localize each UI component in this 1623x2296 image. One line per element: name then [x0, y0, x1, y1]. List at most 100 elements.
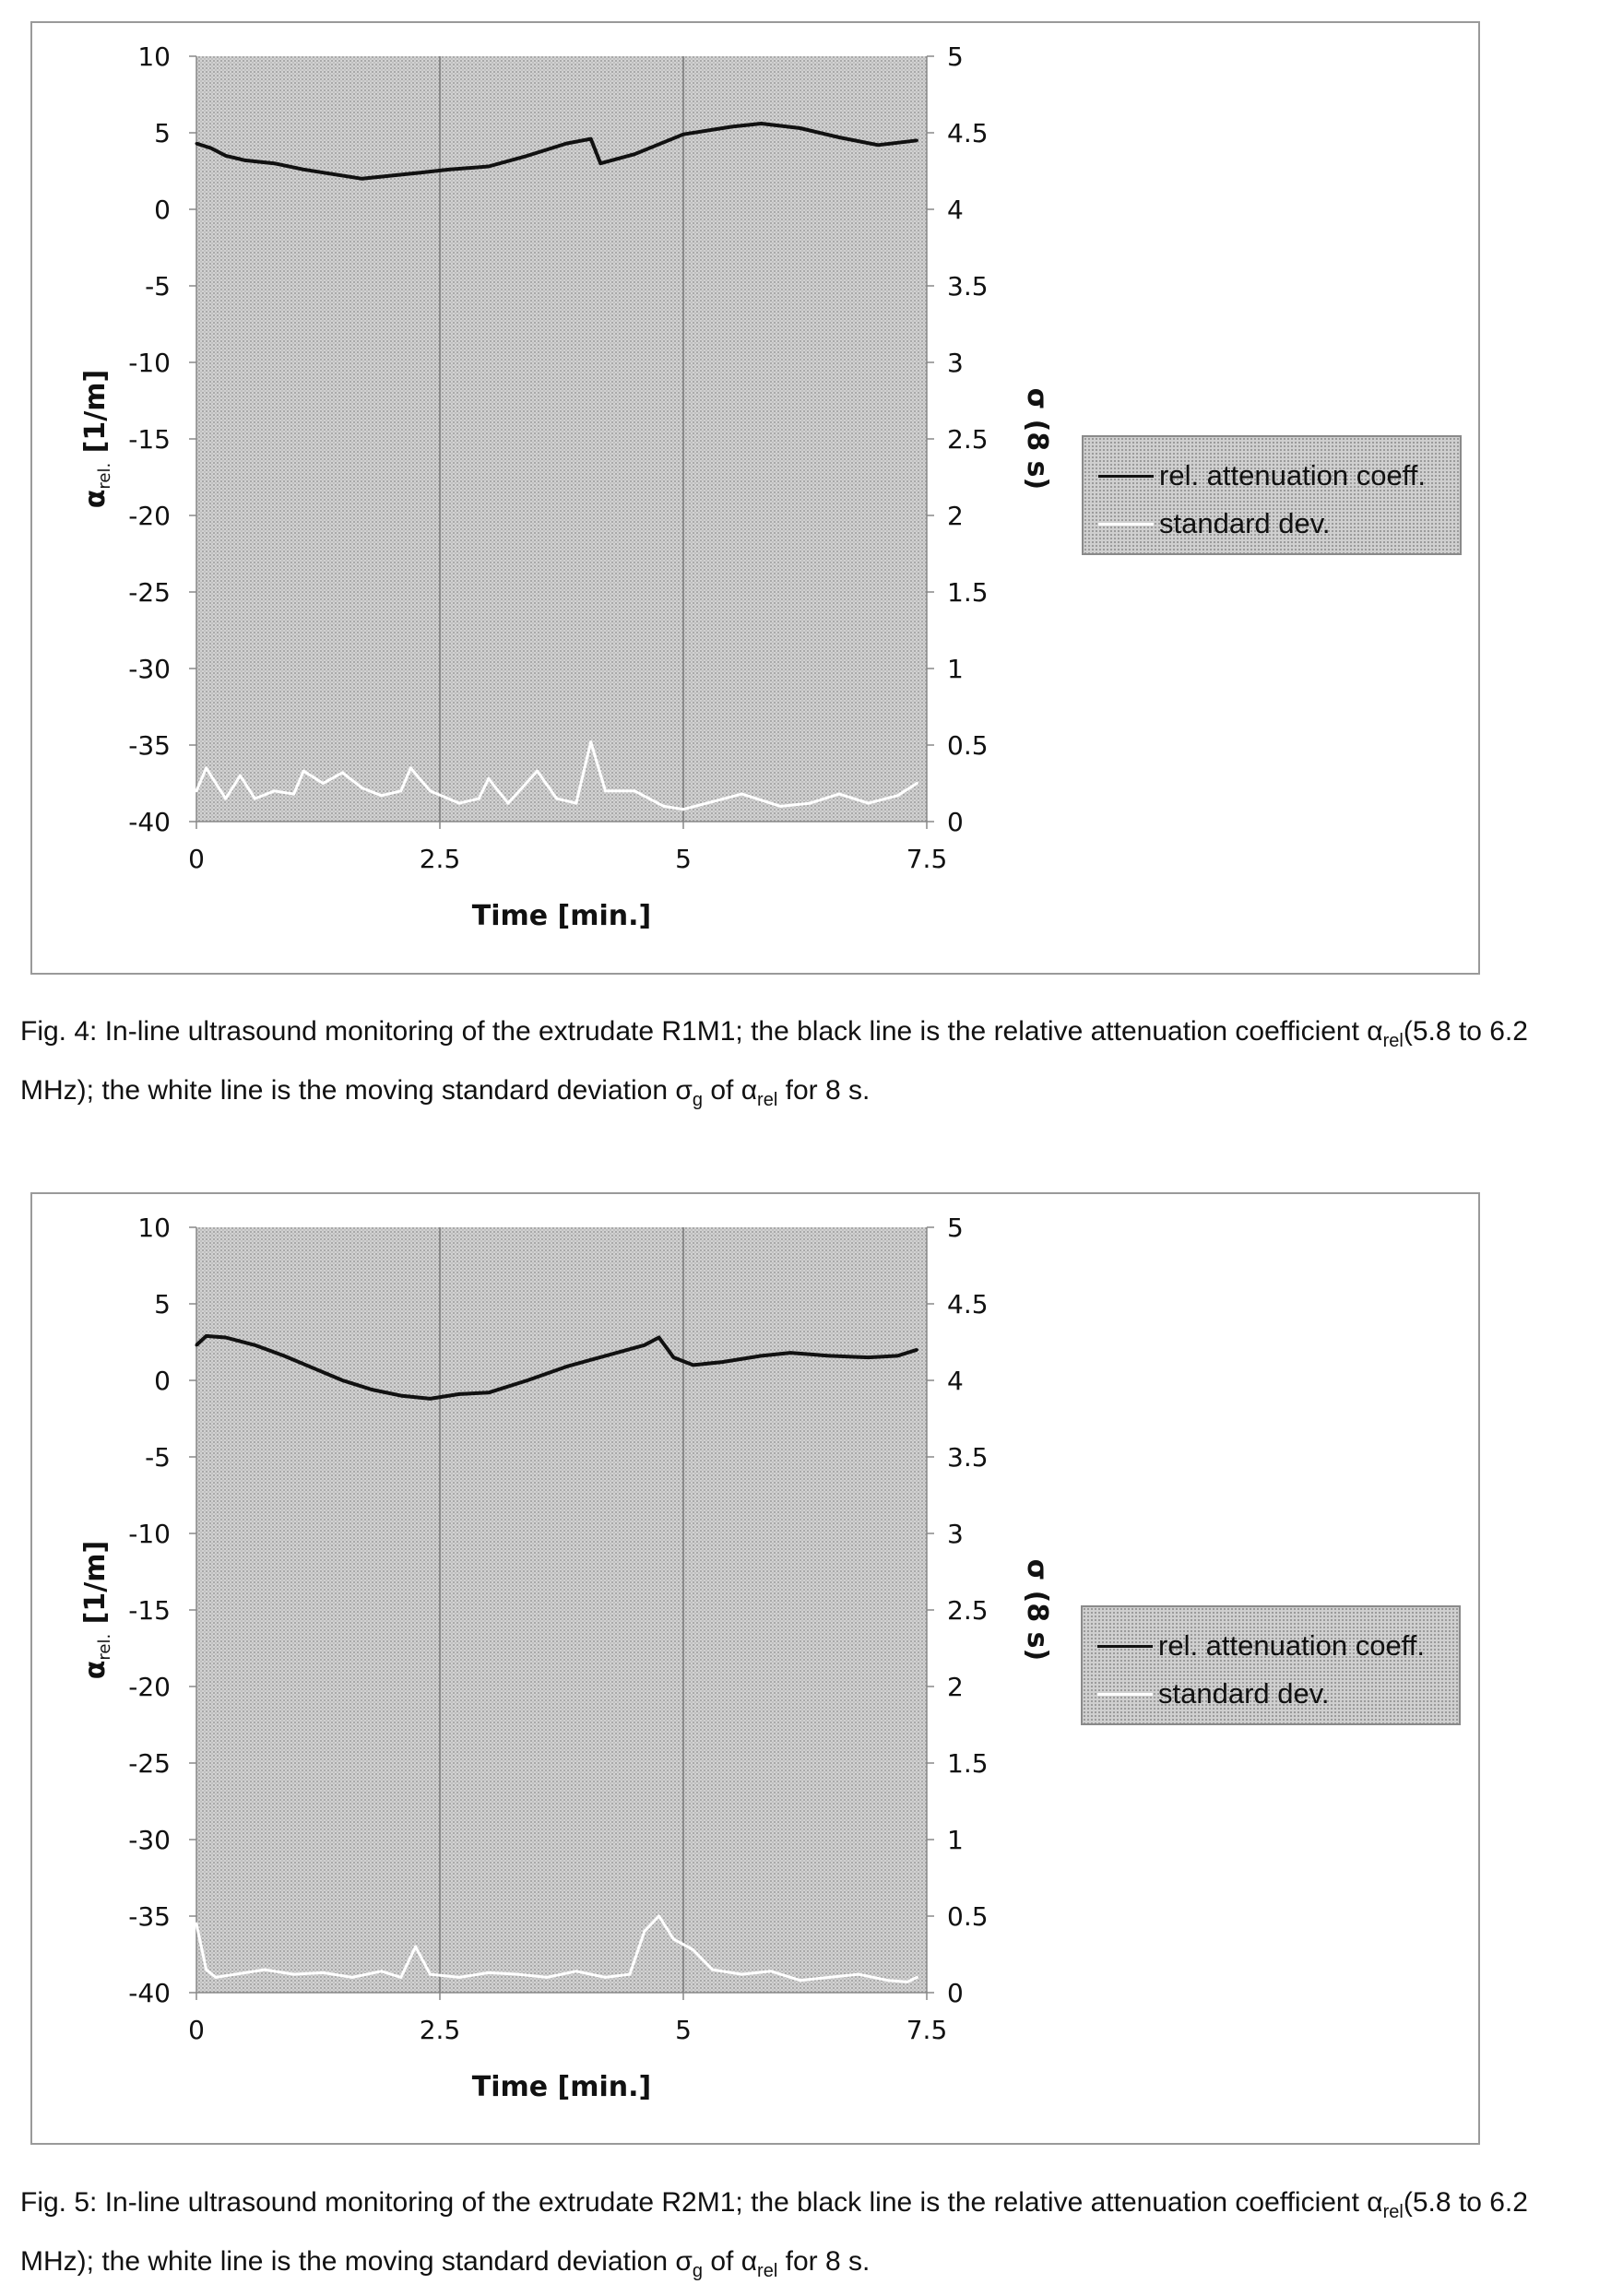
data-point-std-dev: [545, 1975, 549, 1979]
figure-4-frame: 10 5 0 -5 -10 -15 -20 -25 -30 -35 -40 5 4.5 4 3.5 3 2.5 2…: [30, 21, 1480, 975]
data-point-attenuation: [487, 165, 491, 169]
left-tick-label: -30: [128, 654, 171, 684]
data-point-attenuation: [282, 1354, 286, 1357]
right-tick-label: 2: [947, 501, 964, 531]
y-axis-title-left: αrel. [1/m]: [79, 1541, 114, 1679]
legend-swatch-white: [1098, 522, 1154, 526]
data-point-attenuation: [895, 1354, 899, 1357]
data-point-attenuation: [681, 133, 685, 136]
data-point-std-dev: [409, 766, 412, 770]
caption-5-middle: (5.8 to 6.2 MHz); the white line is the …: [20, 2187, 1528, 2277]
data-point-std-dev: [253, 797, 256, 800]
chart-figure-5: 1050-5-10-15-20-25-30-35-4054.543.532.52…: [79, 1213, 1053, 2103]
data-point-std-dev: [205, 766, 208, 770]
data-point-attenuation: [253, 1343, 256, 1347]
data-point-std-dev: [361, 786, 364, 789]
y-axis-title-left-unit: [1/m]: [79, 370, 112, 463]
legend-label-std-dev: standard dev.: [1158, 1677, 1330, 1710]
data-point-attenuation: [205, 1334, 208, 1338]
x-tick-label: 0: [188, 2015, 205, 2045]
data-point-std-dev: [779, 804, 783, 808]
series-line-std-dev: [195, 1914, 918, 1983]
data-point-std-dev: [214, 782, 218, 785]
data-point-std-dev: [740, 792, 743, 796]
data-point-std-dev: [575, 1970, 578, 1973]
data-point-attenuation: [867, 1355, 871, 1359]
data-point-std-dev: [340, 771, 344, 775]
legend-swatch-white: [1097, 1692, 1153, 1696]
data-point-attenuation: [243, 159, 247, 162]
data-point-attenuation: [730, 124, 734, 128]
data-point-attenuation: [720, 1360, 724, 1364]
data-point-std-dev: [292, 1972, 296, 1976]
data-point-std-dev: [711, 1968, 715, 1971]
right-tick-label: 3: [947, 348, 964, 378]
data-point-attenuation: [457, 1392, 461, 1396]
data-point-std-dev: [604, 789, 608, 793]
left-tick-label: -5: [145, 271, 171, 302]
caption-5-sub1: rel: [1382, 2202, 1404, 2222]
data-point-std-dev: [662, 804, 666, 808]
data-point-std-dev: [457, 801, 461, 805]
data-point-attenuation: [487, 1391, 491, 1394]
plot-area: [196, 56, 927, 822]
data-point-attenuation: [419, 171, 422, 174]
data-point-attenuation: [876, 143, 880, 147]
data-point-std-dev: [681, 808, 685, 811]
right-tick-label: 1.5: [947, 577, 989, 608]
data-point-std-dev: [428, 1972, 432, 1976]
data-point-std-dev: [915, 782, 918, 785]
data-point-attenuation: [915, 1348, 918, 1352]
data-point-std-dev: [205, 1968, 208, 1971]
data-point-std-dev: [506, 801, 510, 805]
data-point-std-dev: [487, 777, 491, 781]
right-tick-label: 2.5: [947, 1595, 989, 1626]
legend-item-std-dev: standard dev.: [1084, 505, 1331, 542]
data-point-std-dev: [380, 794, 384, 798]
right-tick-label: 2.5: [947, 424, 989, 455]
left-tick-label: 10: [137, 1213, 171, 1243]
legend-label-std-dev: standard dev.: [1159, 507, 1331, 539]
data-point-std-dev: [302, 769, 305, 773]
caption-4-middle2: of α: [703, 1075, 758, 1106]
data-point-std-dev: [895, 794, 899, 798]
caption-4-sub1: rel: [1382, 1031, 1404, 1051]
data-point-std-dev: [477, 797, 480, 800]
data-point-attenuation: [526, 1379, 529, 1382]
data-point-attenuation: [399, 1394, 403, 1398]
data-point-attenuation: [389, 173, 393, 177]
data-point-std-dev: [628, 1972, 632, 1976]
data-point-std-dev: [428, 789, 432, 793]
y-axis-title-left-unit: [1/m]: [79, 1541, 112, 1634]
data-point-attenuation: [604, 1354, 608, 1357]
data-point-std-dev: [837, 792, 841, 796]
data-point-attenuation: [195, 1343, 198, 1347]
figure-4-caption: Fig. 4: In-line ultrasound monitoring of…: [20, 1007, 1606, 1125]
legend-swatch-black: [1097, 1644, 1153, 1648]
y-axis-title-left-symbol: α: [79, 1661, 112, 1680]
data-point-std-dev: [555, 797, 559, 800]
left-tick-label: 5: [154, 118, 171, 148]
data-point-attenuation: [224, 154, 228, 158]
y-axis-title-left-symbol: α: [79, 490, 112, 509]
left-tick-label: 0: [154, 1366, 171, 1396]
right-tick-label: 0.5: [947, 1901, 989, 1932]
data-point-std-dev: [399, 789, 403, 793]
data-point-std-dev: [224, 797, 228, 800]
data-point-attenuation: [692, 1363, 695, 1367]
caption-4-prefix: Fig. 4: In-line ultrasound monitoring of…: [20, 1016, 1383, 1047]
data-point-attenuation: [526, 154, 529, 158]
data-point-std-dev: [799, 1979, 802, 1982]
data-point-std-dev: [827, 1975, 831, 1979]
data-point-std-dev: [321, 782, 325, 785]
caption-5-sub2: g: [692, 2261, 703, 2281]
data-point-std-dev: [380, 1970, 384, 1973]
data-point-attenuation: [799, 126, 802, 130]
y-axis-title-right: σ (8 s): [1021, 1559, 1053, 1661]
left-tick-label: -40: [128, 1978, 171, 2008]
data-point-std-dev: [350, 1975, 354, 1979]
y-axis-title-right: σ (8 s): [1021, 388, 1053, 490]
right-tick-label: 5: [947, 1213, 964, 1243]
right-tick-label: 4: [947, 1366, 964, 1396]
y-axis-title-left: αrel. [1/m]: [79, 370, 114, 508]
